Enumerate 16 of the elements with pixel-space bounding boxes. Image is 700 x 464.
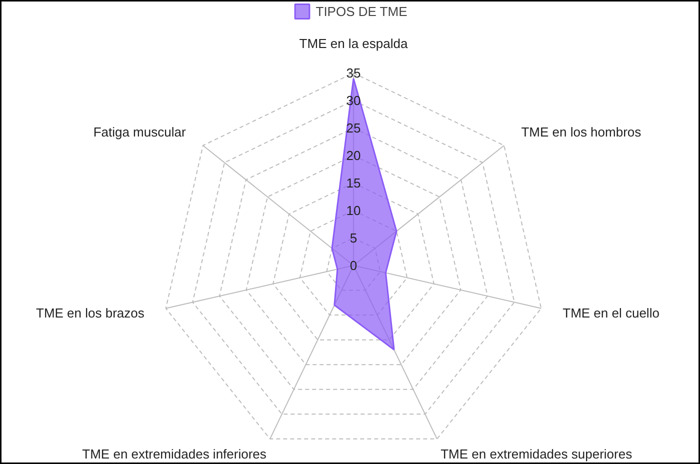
- y-tick-label: 25: [346, 120, 361, 136]
- spoke-label: TME en los hombros: [521, 124, 642, 140]
- spoke-label: TME en extremidades inferiores: [82, 446, 267, 462]
- spoke-label: TME en el cuello: [562, 306, 660, 321]
- y-tick-label: 20: [346, 148, 361, 163]
- y-tick-label: 0: [350, 258, 358, 273]
- y-tick-label: 30: [346, 93, 361, 108]
- spoke-label: Fatiga muscular: [93, 124, 186, 140]
- y-tick-label: 35: [346, 66, 361, 80]
- spoke-label: TME en los brazos: [36, 306, 145, 321]
- y-tick-label: 15: [346, 176, 361, 190]
- y-tick-label: 5: [350, 230, 358, 246]
- y-tick-label: 10: [346, 203, 361, 218]
- spoke-label: TME en extremidades superiores: [440, 446, 633, 462]
- spoke-label: TME en la espalda: [299, 36, 408, 51]
- legend-label: TIPOS DE TME: [316, 4, 408, 18]
